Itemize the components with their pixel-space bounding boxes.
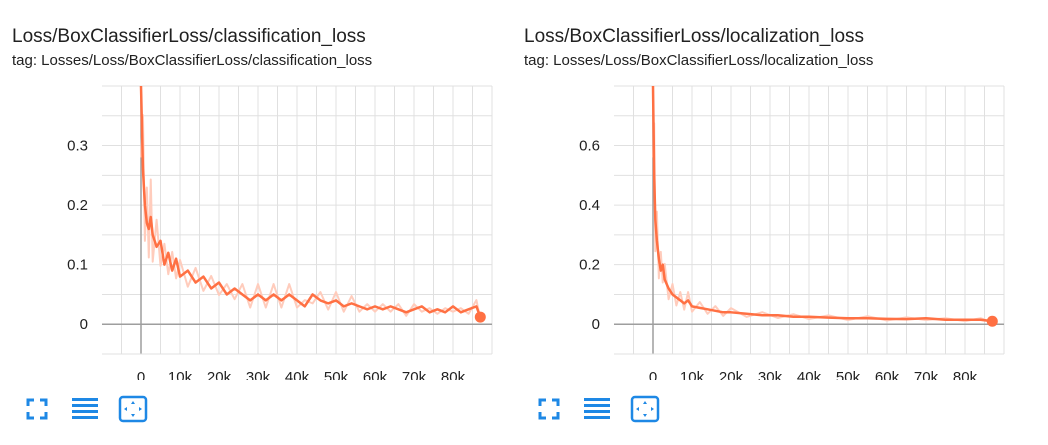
chart-title: Loss/BoxClassifierLoss/classification_lo… — [12, 26, 366, 47]
toggle-log-scale-icon — [72, 398, 98, 419]
y-tick-label: 0.3 — [67, 138, 88, 155]
fullscreen-button[interactable] — [22, 394, 52, 424]
x-tick-label: 70k — [402, 369, 427, 380]
x-tick-label: 60k — [363, 369, 388, 380]
series-line — [651, 85, 993, 323]
x-tick-label: 40k — [797, 369, 822, 380]
chart-tag: tag: Losses/Loss/BoxClassifierLoss/class… — [12, 52, 373, 69]
fit-domain-icon — [630, 395, 660, 423]
x-tick-label: 50k — [324, 369, 349, 380]
y-tick-label: 0.2 — [579, 257, 600, 274]
fit-domain-icon — [118, 395, 148, 423]
toggle-log-scale-icon — [584, 398, 610, 419]
x-tick-label: 30k — [246, 369, 271, 380]
x-tick-label: 20k — [207, 369, 232, 380]
x-tick-label: 60k — [875, 369, 900, 380]
series-end-marker — [474, 311, 486, 323]
x-tick-label: 80k — [953, 369, 978, 380]
series-line — [139, 85, 482, 318]
chart-plot[interactable]: 0 0.1 0.2 0.3 0 10k 20k 30k 40k 50k 60k 70k 80k — [0, 0, 500, 380]
x-tick-label: 40k — [285, 369, 310, 380]
chart-tag: tag: Losses/Loss/BoxClassifierLoss/local… — [524, 52, 874, 69]
y-tick-label: 0.2 — [67, 197, 88, 214]
series-raw-line — [652, 122, 993, 324]
x-tick-label: 20k — [719, 369, 744, 380]
x-tick-label: 30k — [758, 369, 783, 380]
chart-toolbar — [534, 394, 660, 424]
chart-plot[interactable]: 0 0.2 0.4 0.6 0 10k 20k 30k 40k 50k 60k 70k 80k — [512, 0, 1012, 380]
x-tick-label: 10k — [168, 369, 193, 380]
x-tick-label: 10k — [680, 369, 705, 380]
toggle-log-scale-button[interactable] — [70, 394, 100, 424]
fit-domain-button[interactable] — [118, 394, 148, 424]
y-tick-label: 0.6 — [579, 138, 600, 155]
chart-panel-localization: Loss/BoxClassifierLoss/localization_loss… — [512, 0, 1012, 445]
y-tick-label: 0 — [592, 316, 600, 333]
series-end-marker — [986, 315, 998, 327]
x-tick-label: 70k — [914, 369, 939, 380]
y-tick-label: 0.1 — [67, 257, 88, 274]
x-tick-label: 0 — [649, 369, 657, 380]
fullscreen-icon — [26, 398, 48, 420]
fullscreen-icon — [538, 398, 560, 420]
x-tick-label: 80k — [441, 369, 466, 380]
fullscreen-button[interactable] — [534, 394, 564, 424]
chart-title: Loss/BoxClassifierLoss/localization_loss — [524, 26, 865, 47]
y-tick-label: 0.4 — [579, 197, 600, 214]
x-tick-label: 50k — [836, 369, 861, 380]
toggle-log-scale-button[interactable] — [582, 394, 612, 424]
chart-panel-classification: Loss/BoxClassifierLoss/classification_lo… — [0, 0, 500, 445]
chart-toolbar — [22, 394, 148, 424]
y-tick-label: 0 — [80, 316, 88, 333]
fit-domain-button[interactable] — [630, 394, 660, 424]
x-tick-label: 0 — [137, 369, 145, 380]
